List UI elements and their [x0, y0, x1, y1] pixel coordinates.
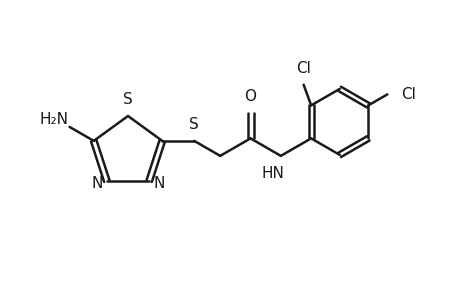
- Text: O: O: [244, 89, 256, 104]
- Text: S: S: [189, 117, 199, 132]
- Text: H₂N: H₂N: [39, 112, 68, 128]
- Text: N: N: [91, 176, 103, 190]
- Text: Cl: Cl: [401, 87, 415, 102]
- Text: Cl: Cl: [296, 61, 310, 76]
- Text: HN: HN: [261, 166, 284, 181]
- Text: S: S: [123, 92, 133, 107]
- Text: N: N: [153, 176, 164, 190]
